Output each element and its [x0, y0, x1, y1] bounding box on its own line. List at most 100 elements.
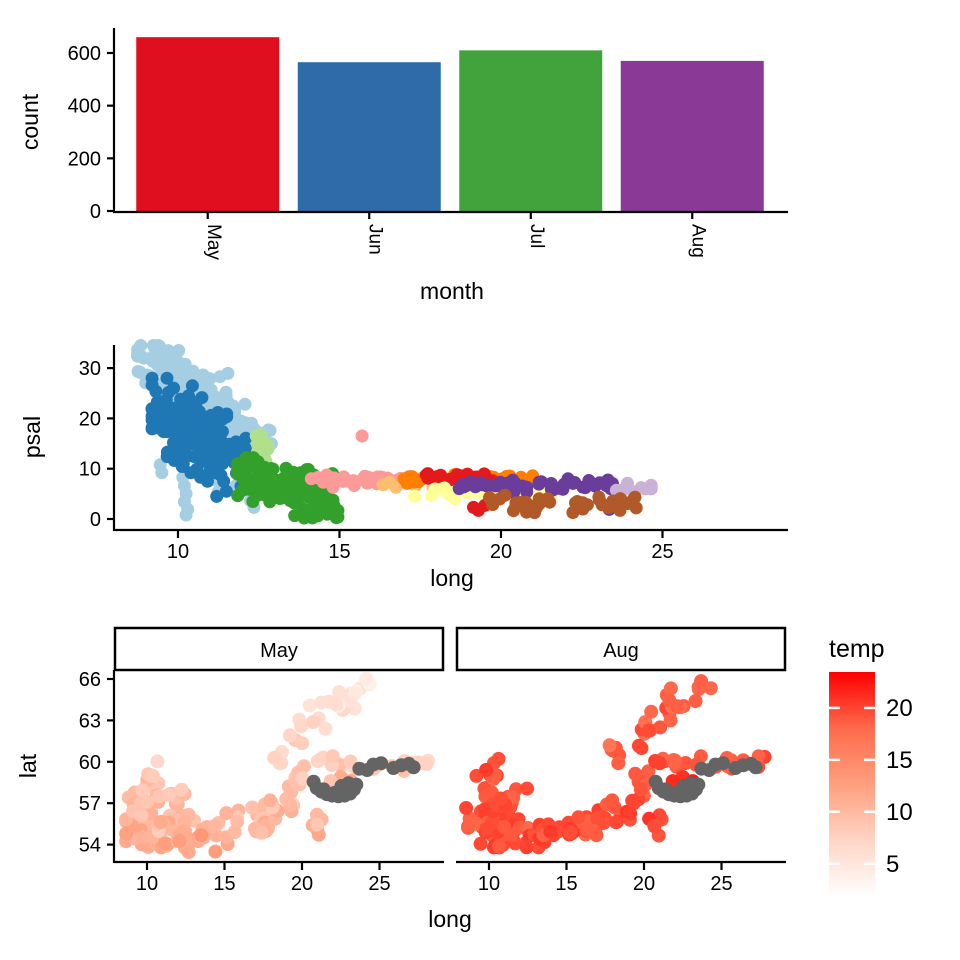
scatter-point [219, 484, 233, 498]
facet-point [208, 844, 223, 859]
facet-point [245, 800, 260, 815]
scatter-point [134, 339, 148, 352]
scatter-point [355, 429, 369, 443]
scatter-point [145, 371, 159, 385]
facet-point [477, 802, 492, 817]
facet-point [688, 694, 703, 709]
scatter-point [205, 428, 218, 442]
scatter-point [174, 451, 188, 465]
tick-label: 0 [90, 509, 101, 531]
facet-point [306, 715, 321, 730]
scatter-point [310, 506, 324, 519]
scatter-point [167, 411, 181, 425]
scatter-point [194, 470, 208, 484]
scatter-point [638, 482, 652, 496]
facet-point [150, 754, 165, 769]
scatter-point [148, 342, 162, 356]
scatter-point [258, 444, 272, 458]
scatter-point [534, 475, 548, 489]
bar-may [136, 37, 280, 211]
scatter-point [194, 369, 208, 383]
facet-point [254, 825, 269, 840]
facet-point [459, 801, 474, 815]
bar-jul [459, 50, 603, 211]
scatter-point [467, 500, 480, 514]
facet-point [347, 686, 362, 701]
tick-label: Jul [526, 224, 547, 248]
scatter-point [597, 476, 611, 490]
facet-point [543, 824, 558, 839]
tick-label: 63 [79, 710, 101, 732]
facet-point [642, 723, 656, 738]
facet-point [571, 810, 586, 825]
scatter-point [340, 474, 354, 488]
scatter-point [167, 436, 180, 450]
facet-point-na [374, 756, 389, 771]
legend-title: temp [829, 635, 885, 663]
scatter-point [327, 471, 341, 485]
facet-point [520, 781, 534, 796]
facet-point [174, 782, 189, 797]
tick-label: 20 [633, 873, 655, 895]
tick-label: 15 [886, 747, 913, 774]
tick-label: 15 [328, 541, 350, 563]
scatter-point [316, 475, 330, 489]
facet-point [419, 757, 434, 771]
scatter-point [254, 468, 268, 482]
scatter-point [177, 362, 191, 376]
tick-label: 25 [651, 541, 673, 563]
tick-label: 5 [886, 851, 899, 878]
scatter-point [483, 478, 496, 492]
tick-label: 25 [368, 873, 390, 895]
scatter-point [155, 466, 169, 480]
facet-point [634, 741, 649, 756]
facet-point [461, 820, 476, 835]
scatter-point [199, 439, 213, 452]
tick-label: 20 [79, 408, 101, 430]
tick-label: 10 [886, 799, 913, 826]
facet-point [153, 814, 168, 829]
tick-label: 10 [136, 873, 158, 895]
facet-point [479, 822, 494, 836]
scatter-point [151, 353, 165, 367]
facet-point-na [683, 776, 698, 791]
scatter-point [326, 498, 340, 512]
scatter-y-axis-title: psal [19, 416, 45, 458]
facet-point [667, 755, 682, 770]
scatter-point [311, 489, 325, 502]
scatter-point [179, 441, 192, 455]
scatter-point [149, 384, 163, 398]
tick-label: May [203, 224, 224, 260]
facet-point-na [401, 756, 416, 771]
scatter-chart: 10 15 20 25 0 10 20 30 [79, 339, 788, 563]
scatter-point [145, 422, 159, 436]
facet-point [359, 671, 374, 686]
scatter-point [544, 477, 558, 490]
facet-point [134, 808, 149, 823]
tick-label: Aug [687, 224, 708, 258]
facet-point [146, 769, 160, 784]
scatter-point [592, 490, 606, 504]
tick-label: 200 [68, 148, 101, 170]
scatter-point [331, 510, 345, 524]
facet-x-axis-title: long [428, 906, 471, 932]
scatter-point [522, 499, 536, 512]
facet-strip-may [113, 626, 445, 672]
scatter-point [169, 423, 183, 437]
facet-point [473, 836, 488, 851]
scatter-point [239, 451, 253, 465]
tick-label: 20 [886, 695, 913, 722]
scatter-point [258, 483, 272, 497]
facet-point [263, 793, 278, 808]
scatter-point [219, 389, 233, 403]
facet-point [479, 763, 494, 777]
scatter-point [163, 358, 177, 372]
facet-point [294, 719, 309, 734]
facet-point [602, 738, 617, 753]
scatter-point [182, 389, 195, 403]
facet-point-na [341, 776, 356, 791]
facet-y-axis-title: lat [15, 753, 41, 778]
facet-point [605, 793, 620, 808]
scatter-point [220, 407, 234, 421]
